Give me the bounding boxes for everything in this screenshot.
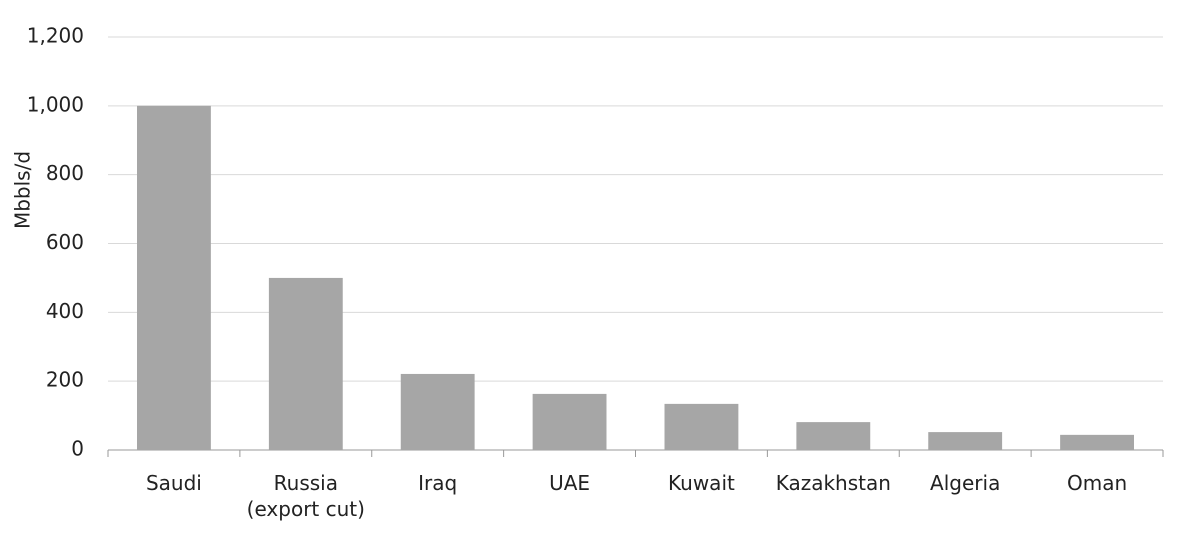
- y-tick-label: 400: [46, 299, 84, 323]
- y-tick-label: 200: [46, 368, 84, 392]
- bar: [137, 105, 211, 450]
- x-tick-label: Kuwait: [668, 471, 735, 495]
- bar: [928, 432, 1003, 450]
- x-tick-label: Oman: [1066, 471, 1128, 495]
- bar: [1060, 434, 1134, 450]
- x-tick-label: Kazakhstan: [775, 471, 891, 495]
- x-tick-label: UAE: [549, 471, 591, 495]
- y-tick-label: 0: [71, 437, 84, 461]
- bar: [664, 403, 739, 450]
- bar: [268, 277, 343, 450]
- y-tick-label: 1,200: [27, 24, 84, 48]
- x-tick-label: Russia (export cut): [246, 471, 365, 521]
- y-tick-label: 600: [46, 230, 84, 254]
- y-axis-label: Mbbls/d: [11, 151, 35, 229]
- x-tick-label: Iraq: [418, 471, 458, 495]
- y-tick-label: 800: [46, 161, 84, 185]
- x-tick-label: Algeria: [930, 471, 1001, 495]
- bar: [400, 373, 475, 450]
- bar: [532, 393, 607, 450]
- bar: [796, 422, 871, 450]
- y-tick-label: 1,000: [27, 92, 84, 116]
- x-tick-label: Saudi: [145, 471, 202, 495]
